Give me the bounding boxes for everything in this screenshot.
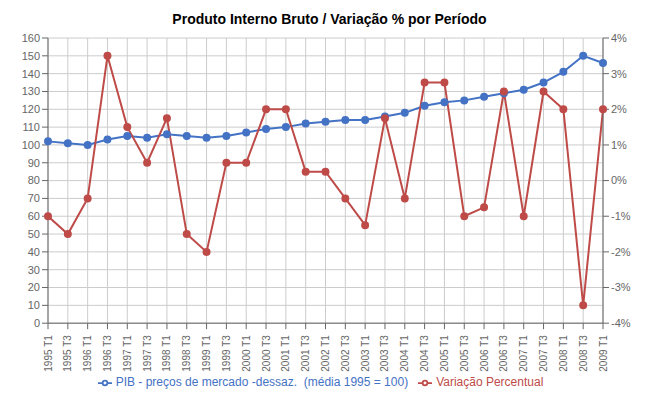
- svg-text:2%: 2%: [611, 103, 627, 115]
- svg-text:2004 T3: 2004 T3: [419, 335, 430, 372]
- svg-text:2005 T3: 2005 T3: [459, 335, 470, 372]
- svg-text:10: 10: [28, 299, 40, 311]
- svg-text:2004 T1: 2004 T1: [399, 335, 410, 372]
- svg-text:1998 T1: 1998 T1: [161, 335, 172, 372]
- svg-text:2000 T3: 2000 T3: [261, 335, 272, 372]
- svg-text:-4%: -4%: [611, 317, 631, 329]
- svg-text:80: 80: [28, 174, 40, 186]
- svg-text:1997 T3: 1997 T3: [142, 335, 153, 372]
- svg-text:90: 90: [28, 157, 40, 169]
- svg-text:30: 30: [28, 264, 40, 276]
- svg-text:2007 T1: 2007 T1: [518, 335, 529, 372]
- svg-text:130: 130: [22, 85, 40, 97]
- svg-text:2001 T3: 2001 T3: [300, 335, 311, 372]
- svg-text:40: 40: [28, 246, 40, 258]
- html-text:Produto Interno Bruto / Variaç: Produto Interno Bruto / Variação % por P…: [172, 11, 487, 27]
- svg-text:60: 60: [28, 210, 40, 222]
- svg-text:1996 T1: 1996 T1: [82, 335, 93, 372]
- svg-text:1997 T1: 1997 T1: [122, 335, 133, 372]
- svg-text:4%: 4%: [611, 32, 627, 44]
- svg-text:50: 50: [28, 228, 40, 240]
- svg-text:1%: 1%: [611, 139, 627, 151]
- svg-text:2007 T3: 2007 T3: [538, 335, 549, 372]
- svg-text:1995 T1: 1995 T1: [43, 335, 54, 372]
- svg-text:2002 T1: 2002 T1: [320, 335, 331, 372]
- svg-text:1999 T3: 1999 T3: [221, 335, 232, 372]
- svg-text:2006 T1: 2006 T1: [479, 335, 490, 372]
- html-text:PIB - preços de mercado -dessa: PIB - preços de mercado -dessaz. (média …: [115, 375, 409, 390]
- svg-text:2008 T1: 2008 T1: [558, 335, 569, 372]
- svg-text:1999 T1: 1999 T1: [201, 335, 212, 372]
- svg-text:70: 70: [28, 192, 40, 204]
- svg-text:160: 160: [22, 32, 40, 44]
- svg-text:2003 T1: 2003 T1: [360, 335, 371, 372]
- svg-text:2009 T1: 2009 T1: [598, 335, 609, 372]
- svg-text:-3%: -3%: [611, 281, 631, 293]
- svg-text:120: 120: [22, 103, 40, 115]
- svg-text:2006 T3: 2006 T3: [498, 335, 509, 372]
- svg-text:-2%: -2%: [611, 246, 631, 258]
- svg-text:2005 T1: 2005 T1: [439, 335, 450, 372]
- svg-text:2000 T1: 2000 T1: [241, 335, 252, 372]
- svg-text:100: 100: [22, 139, 40, 151]
- svg-text:1995 T3: 1995 T3: [62, 335, 73, 372]
- svg-text:2001 T1: 2001 T1: [280, 335, 291, 372]
- svg-text:110: 110: [22, 121, 40, 133]
- html-text:Variação Percentual: Variação Percentual: [436, 375, 544, 390]
- svg-text:2008 T3: 2008 T3: [578, 335, 589, 372]
- svg-text:0%: 0%: [611, 174, 627, 186]
- svg-text:0: 0: [34, 317, 40, 329]
- svg-text:-1%: -1%: [611, 210, 631, 222]
- svg-text:2002 T3: 2002 T3: [340, 335, 351, 372]
- svg-text:140: 140: [22, 68, 40, 80]
- svg-text:20: 20: [28, 281, 40, 293]
- svg-text:150: 150: [22, 50, 40, 62]
- svg-text:3%: 3%: [611, 68, 627, 80]
- svg-text:1998 T3: 1998 T3: [181, 335, 192, 372]
- svg-text:1996 T3: 1996 T3: [102, 335, 113, 372]
- svg-text:2003 T3: 2003 T3: [379, 335, 390, 372]
